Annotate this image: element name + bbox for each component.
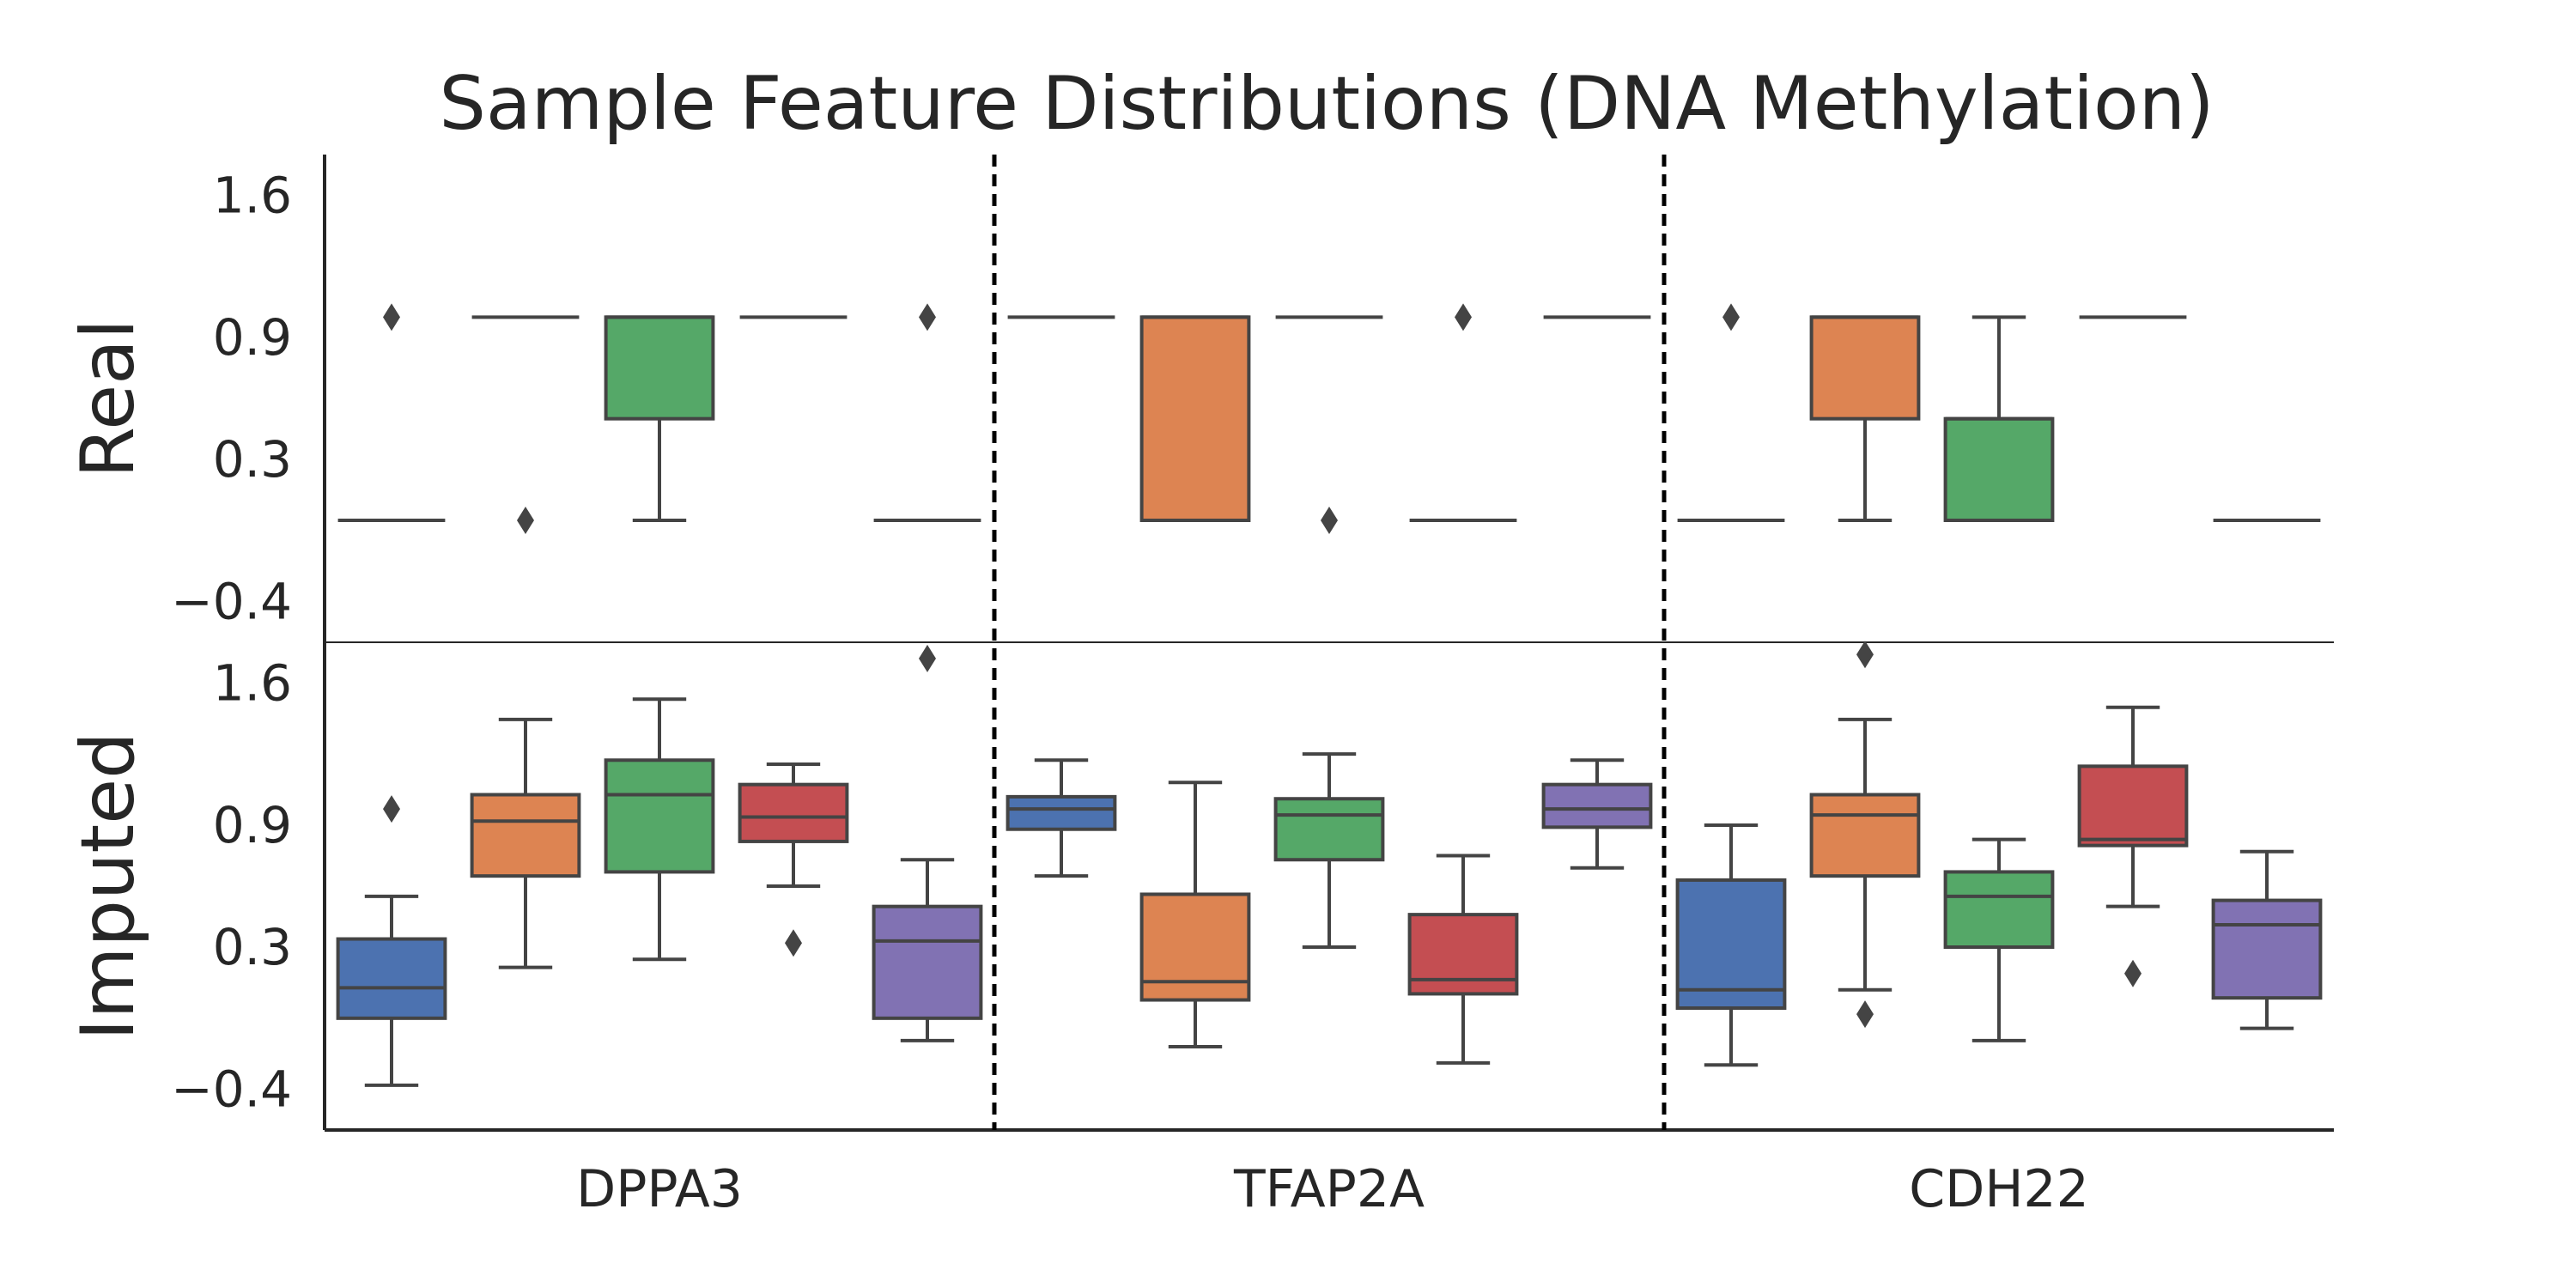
row-label-imputed: Imputed [65,732,151,1040]
box-body [1809,315,1921,421]
box-body [1407,913,1519,996]
box-outlier [785,929,802,957]
box-outlier [1455,303,1472,331]
x-tick-label-cdh22: CDH22 [1909,1159,2089,1219]
y-tick-label: −0.4 [171,1060,292,1119]
box-body [1541,782,1653,829]
chart-title: Sample Feature Distributions (DNA Methyl… [439,61,2214,147]
box-outlier [1856,641,1874,669]
box-body [1809,793,1921,878]
box-body [470,793,581,878]
plot-area: 1.6 0.9 0.3 −0.4 Real 1.6 0.9 0.3 −0.4 Imputed DPP… [65,155,2334,1219]
y-tick-label: 0.9 [213,308,292,367]
x-tick-label-dppa3: DPPA3 [576,1159,743,1219]
box-outlier [919,303,936,331]
box-body [872,904,983,1020]
box-body [1943,416,2055,522]
box-outlier [383,303,400,331]
box-body [1139,315,1251,523]
box-body [1943,870,2055,950]
y-tick-label: 0.9 [213,796,292,854]
box-body [1139,892,1251,1002]
row-label-real: Real [65,319,151,477]
box-outlier [517,507,534,534]
box-outlier [1321,507,1338,534]
box-body [2077,764,2189,848]
box-outlier [919,644,936,672]
box-body [1675,878,1787,1011]
box-body [2211,898,2323,1000]
box-body [1273,797,1385,862]
box-outlier [1856,1000,1874,1029]
box-body [336,937,447,1020]
box-body [604,315,715,421]
y-tick-label: 0.3 [213,430,292,489]
y-tick-label: −0.4 [171,573,292,631]
box-body [1005,794,1117,831]
x-tick-label-tfap2a: TFAP2A [1233,1159,1425,1219]
box-outlier [2124,959,2142,987]
y-tick-label: 1.6 [213,653,292,712]
y-tick-label: 0.3 [213,918,292,976]
box-outlier [1722,303,1740,331]
box-outlier [383,795,400,823]
box-body [738,782,849,843]
y-tick-label: 1.6 [213,166,292,224]
box-body [604,758,715,874]
